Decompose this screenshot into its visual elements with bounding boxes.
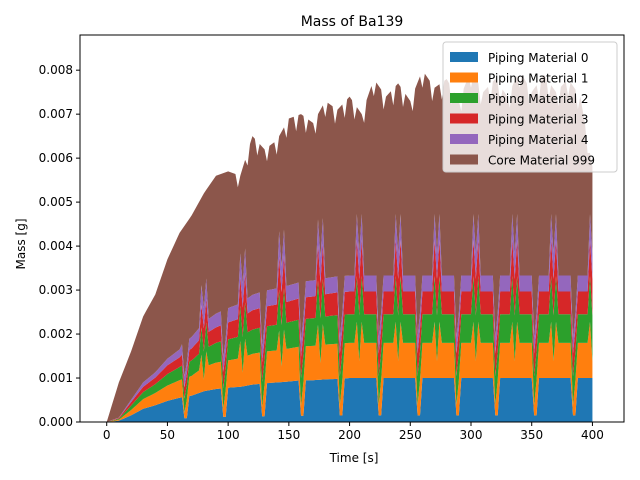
x-tick-label: 400	[581, 428, 604, 442]
plot-frame	[79, 34, 625, 423]
legend-swatch	[450, 72, 478, 83]
legend-swatch	[450, 93, 478, 103]
legend-box	[442, 41, 618, 173]
legend: Piping Material 0 Piping Material 1 Piping…	[442, 41, 618, 173]
chart-title: Mass of Ba139	[301, 14, 404, 30]
legend-swatch	[450, 134, 478, 144]
x-tick-label: 350	[520, 428, 543, 442]
area-piping-material-1	[106, 321, 593, 422]
y-tick-label: 0.005	[39, 195, 73, 209]
x-tick-label: 150	[277, 428, 300, 442]
x-tick-label: 0	[103, 428, 111, 442]
x-axis-label: Time [s]	[329, 451, 379, 465]
y-tick-label: 0.000	[39, 415, 73, 429]
legend-label: Piping Material 1	[488, 72, 589, 86]
legend-label: Piping Material 2	[488, 92, 589, 106]
area-piping-material-3	[106, 239, 593, 422]
y-tick-label: 0.006	[39, 151, 73, 165]
area-piping-material-4	[106, 214, 593, 422]
legend-label: Piping Material 3	[488, 113, 589, 127]
legend-label: Piping Material 4	[488, 133, 589, 147]
x-tick-label: 100	[217, 428, 240, 442]
y-tick-label: 0.003	[39, 283, 73, 297]
legend-swatch	[450, 52, 478, 62]
area-piping-material-0	[106, 378, 593, 422]
x-tick-label: 200	[338, 428, 361, 442]
axes: 0 50 100 150 200 250 300 350 400 0.000 0.001 0.002 0…	[39, 34, 625, 442]
legend-swatch	[450, 154, 478, 165]
legend-label: Piping Material 0	[488, 51, 589, 65]
legend-label: Core Material 999	[488, 154, 595, 168]
x-tick-label: 250	[399, 428, 422, 442]
x-tick-label: 50	[160, 428, 175, 442]
x-tick-label: 300	[460, 428, 483, 442]
y-tick-label: 0.002	[39, 327, 73, 341]
legend-swatch	[450, 113, 478, 124]
y-tick-label: 0.004	[39, 239, 73, 253]
y-tick-label: 0.007	[39, 107, 73, 121]
y-axis-label: Mass [g]	[14, 218, 28, 269]
y-tick-label: 0.008	[39, 63, 73, 77]
y-tick-label: 0.001	[39, 371, 73, 385]
